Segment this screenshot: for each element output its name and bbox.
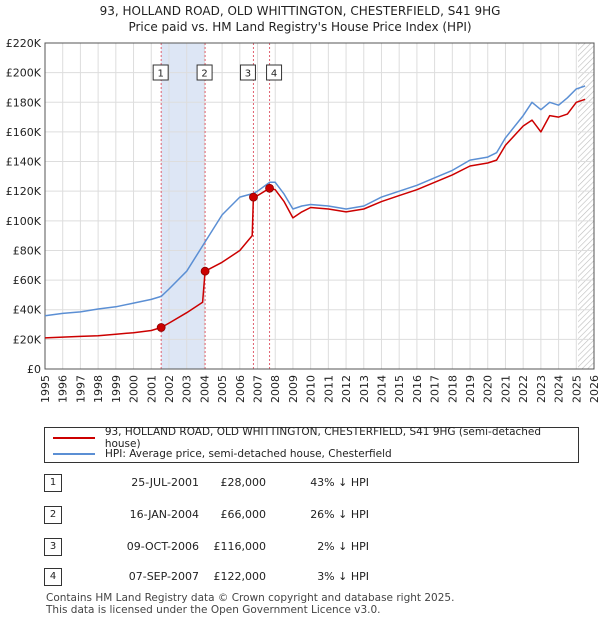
sale-row: 2 16-JAN-2004 £66,000 26% ↓ HPI (44, 506, 374, 528)
x-tick-label: 2001 (145, 375, 158, 403)
sale-price: £116,000 (213, 540, 267, 553)
property-price-line (44, 98, 586, 339)
x-tick-label: 2018 (446, 375, 459, 403)
x-tick-label: 2002 (163, 375, 176, 403)
sale-row: 3 09-OCT-2006 £116,000 2% ↓ HPI (44, 538, 374, 560)
x-tick-label: 2012 (340, 375, 353, 403)
sale-number-badge: 1 (44, 474, 62, 492)
x-tick-label: 2008 (269, 375, 282, 403)
legend-swatch-property (53, 437, 95, 439)
x-tick-label: 2026 (588, 375, 600, 403)
sale-hpi-diff: 3% ↓ HPI (317, 570, 369, 583)
x-tick-label: 2023 (535, 375, 548, 403)
shaded-period (161, 43, 206, 369)
legend-item-property: 93, HOLLAND ROAD, OLD WHITTINGTON, CHEST… (53, 426, 578, 450)
sale-marker-badge (266, 64, 283, 81)
sale-hpi-diff: 2% ↓ HPI (317, 540, 369, 553)
sale-marker-label: 4 (271, 69, 277, 80)
y-tick-label: £220K (6, 37, 42, 50)
x-tick-label: 1998 (92, 375, 105, 403)
y-tick-label: £120K (6, 185, 42, 198)
x-tick-label: 2015 (393, 375, 406, 403)
sale-date: 07-SEP-2007 (128, 570, 199, 583)
sale-price: £66,000 (220, 508, 267, 521)
sale-marker-badge (196, 64, 213, 81)
x-tick-label: 2016 (411, 375, 424, 403)
future-hatch-region (578, 43, 594, 369)
sale-point (265, 183, 274, 193)
x-tick-label: 2010 (305, 375, 318, 403)
sale-number-badge: 3 (44, 538, 62, 556)
x-tick-label: 2005 (216, 375, 229, 403)
sale-marker-label: 1 (157, 69, 163, 80)
x-tick-label: 2004 (198, 375, 211, 403)
y-tick-label: £0 (27, 363, 41, 376)
sale-hpi-diff: 43% ↓ HPI (310, 476, 369, 489)
x-tick-label: 2011 (322, 375, 335, 403)
chart-legend: 93, HOLLAND ROAD, OLD WHITTINGTON, CHEST… (44, 426, 579, 463)
x-tick-label: 2024 (553, 375, 566, 403)
footer-licence: This data is licensed under the Open Gov… (46, 604, 381, 616)
plot-frame (44, 42, 595, 370)
x-tick-label: 2014 (375, 375, 388, 403)
x-tick-label: 2007 (252, 375, 265, 403)
x-tick-label: 2013 (358, 375, 371, 403)
price-chart: £0 £20K £40K £60K £80K £100K £120K £140K £160K £1… (6, 37, 600, 403)
sale-marker-badge (152, 64, 169, 81)
hpi-line (44, 85, 586, 317)
sale-date: 09-OCT-2006 (126, 540, 199, 553)
x-tick-label: 2006 (234, 375, 247, 403)
sale-marker-label: 2 (201, 69, 207, 80)
y-tick-label: £180K (6, 96, 42, 109)
x-tick-label: 1997 (74, 375, 87, 403)
sale-date: 16-JAN-2004 (129, 508, 199, 521)
sale-point (249, 192, 258, 202)
x-tick-label: 2017 (429, 375, 442, 403)
chart-title: 93, HOLLAND ROAD, OLD WHITTINGTON, CHEST… (99, 4, 501, 18)
sale-row: 1 25-JUL-2001 £28,000 43% ↓ HPI (44, 474, 374, 496)
x-tick-label: 1995 (39, 375, 52, 403)
x-tick-label: 2019 (464, 375, 477, 403)
sale-marker-badge (239, 64, 256, 81)
x-tick-label: 2021 (499, 375, 512, 403)
sale-point (200, 266, 210, 276)
x-tick-label: 1996 (57, 375, 70, 403)
sale-marker-label: 3 (245, 69, 251, 80)
footer-copyright: Contains HM Land Registry data © Crown c… (46, 592, 455, 604)
x-tick-label: 2000 (128, 375, 141, 403)
y-tick-label: £200K (6, 67, 42, 80)
legend-label-hpi: HPI: Average price, semi-detached house,… (105, 448, 392, 460)
x-tick-label: 2025 (570, 375, 583, 403)
sale-number-badge: 4 (44, 568, 62, 586)
x-tick-label: 2009 (287, 375, 300, 403)
legend-swatch-hpi (53, 453, 95, 455)
y-tick-label: £100K (6, 215, 42, 228)
y-tick-label: £140K (6, 156, 42, 169)
sale-point (156, 323, 166, 332)
sale-number-badge: 2 (44, 506, 62, 524)
legend-label-property: 93, HOLLAND ROAD, OLD WHITTINGTON, CHEST… (104, 426, 542, 450)
x-tick-label: 2003 (181, 375, 194, 403)
y-tick-label: £80K (13, 244, 42, 257)
sale-price: £122,000 (213, 570, 267, 583)
x-tick-label: 1999 (110, 375, 123, 403)
x-tick-label: 2022 (517, 375, 530, 403)
sale-price: £28,000 (220, 476, 267, 489)
y-tick-label: £20K (13, 333, 42, 346)
sale-row: 4 07-SEP-2007 £122,000 3% ↓ HPI (44, 568, 374, 590)
y-tick-label: £160K (6, 126, 42, 139)
x-tick-label: 2020 (482, 375, 495, 403)
y-tick-label: £40K (13, 304, 42, 317)
chart-subtitle: Price paid vs. HM Land Registry's House … (128, 20, 472, 34)
legend-item-hpi: HPI: Average price, semi-detached house,… (53, 446, 392, 462)
sale-hpi-diff: 26% ↓ HPI (310, 508, 369, 521)
y-tick-label: £60K (13, 274, 42, 287)
sale-date: 25-JUL-2001 (131, 476, 199, 489)
